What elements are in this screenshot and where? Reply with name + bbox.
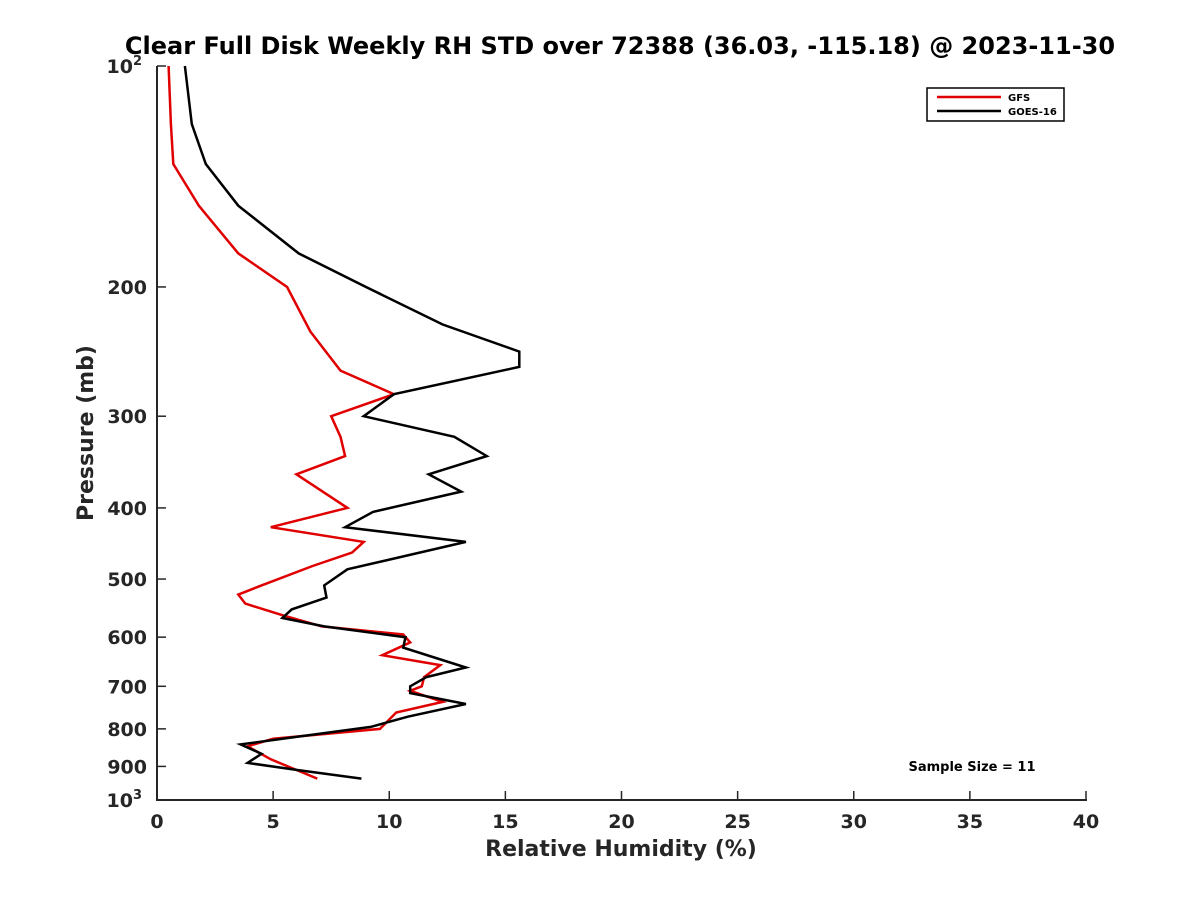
series-line-gfs (167, 65, 448, 780)
x-tick-label: 15 (492, 811, 518, 833)
legend-label-goes-16: GOES-16 (1008, 107, 1057, 118)
y-axis-label: Pressure (mb) (74, 345, 99, 521)
x-axis-label: Relative Humidity (%) (485, 837, 757, 862)
x-tick-label: 5 (267, 811, 280, 833)
y-tick-exponent: 2 (133, 54, 142, 69)
y-tick-label: 700 (107, 676, 147, 698)
y-tick-label: 400 (107, 498, 147, 520)
x-tick-label: 10 (376, 811, 402, 833)
plot-area (156, 66, 1087, 801)
y-tick-label: 600 (107, 627, 147, 649)
x-tick-label: 0 (150, 811, 163, 833)
legend: GFS GOES-16 (926, 87, 1065, 122)
y-tick-label: 10 (107, 790, 133, 812)
chart-title: Clear Full Disk Weekly RH STD over 72388… (125, 32, 1115, 60)
y-tick-label: 800 (107, 719, 147, 741)
series-layer (167, 65, 521, 780)
x-tick-label: 40 (1073, 811, 1099, 833)
y-tick-label: 300 (107, 406, 147, 428)
series-line-goes-16 (183, 65, 521, 780)
y-tick-label: 500 (107, 569, 147, 591)
y-tick-label: 200 (107, 277, 147, 299)
x-tick-label: 25 (724, 811, 750, 833)
x-tick-label: 30 (841, 811, 867, 833)
x-ticks: 0 5 10 15 20 25 30 35 40 (150, 791, 1099, 833)
y-tick-exponent: 3 (133, 788, 142, 803)
sample-size-annotation: Sample Size = 11 (908, 760, 1035, 775)
x-tick-label: 35 (957, 811, 983, 833)
y-tick-label: 900 (107, 756, 147, 778)
y-tick-label: 10 (107, 56, 133, 78)
x-tick-label: 20 (608, 811, 634, 833)
legend-box (926, 87, 1065, 122)
legend-label-gfs: GFS (1008, 93, 1030, 104)
